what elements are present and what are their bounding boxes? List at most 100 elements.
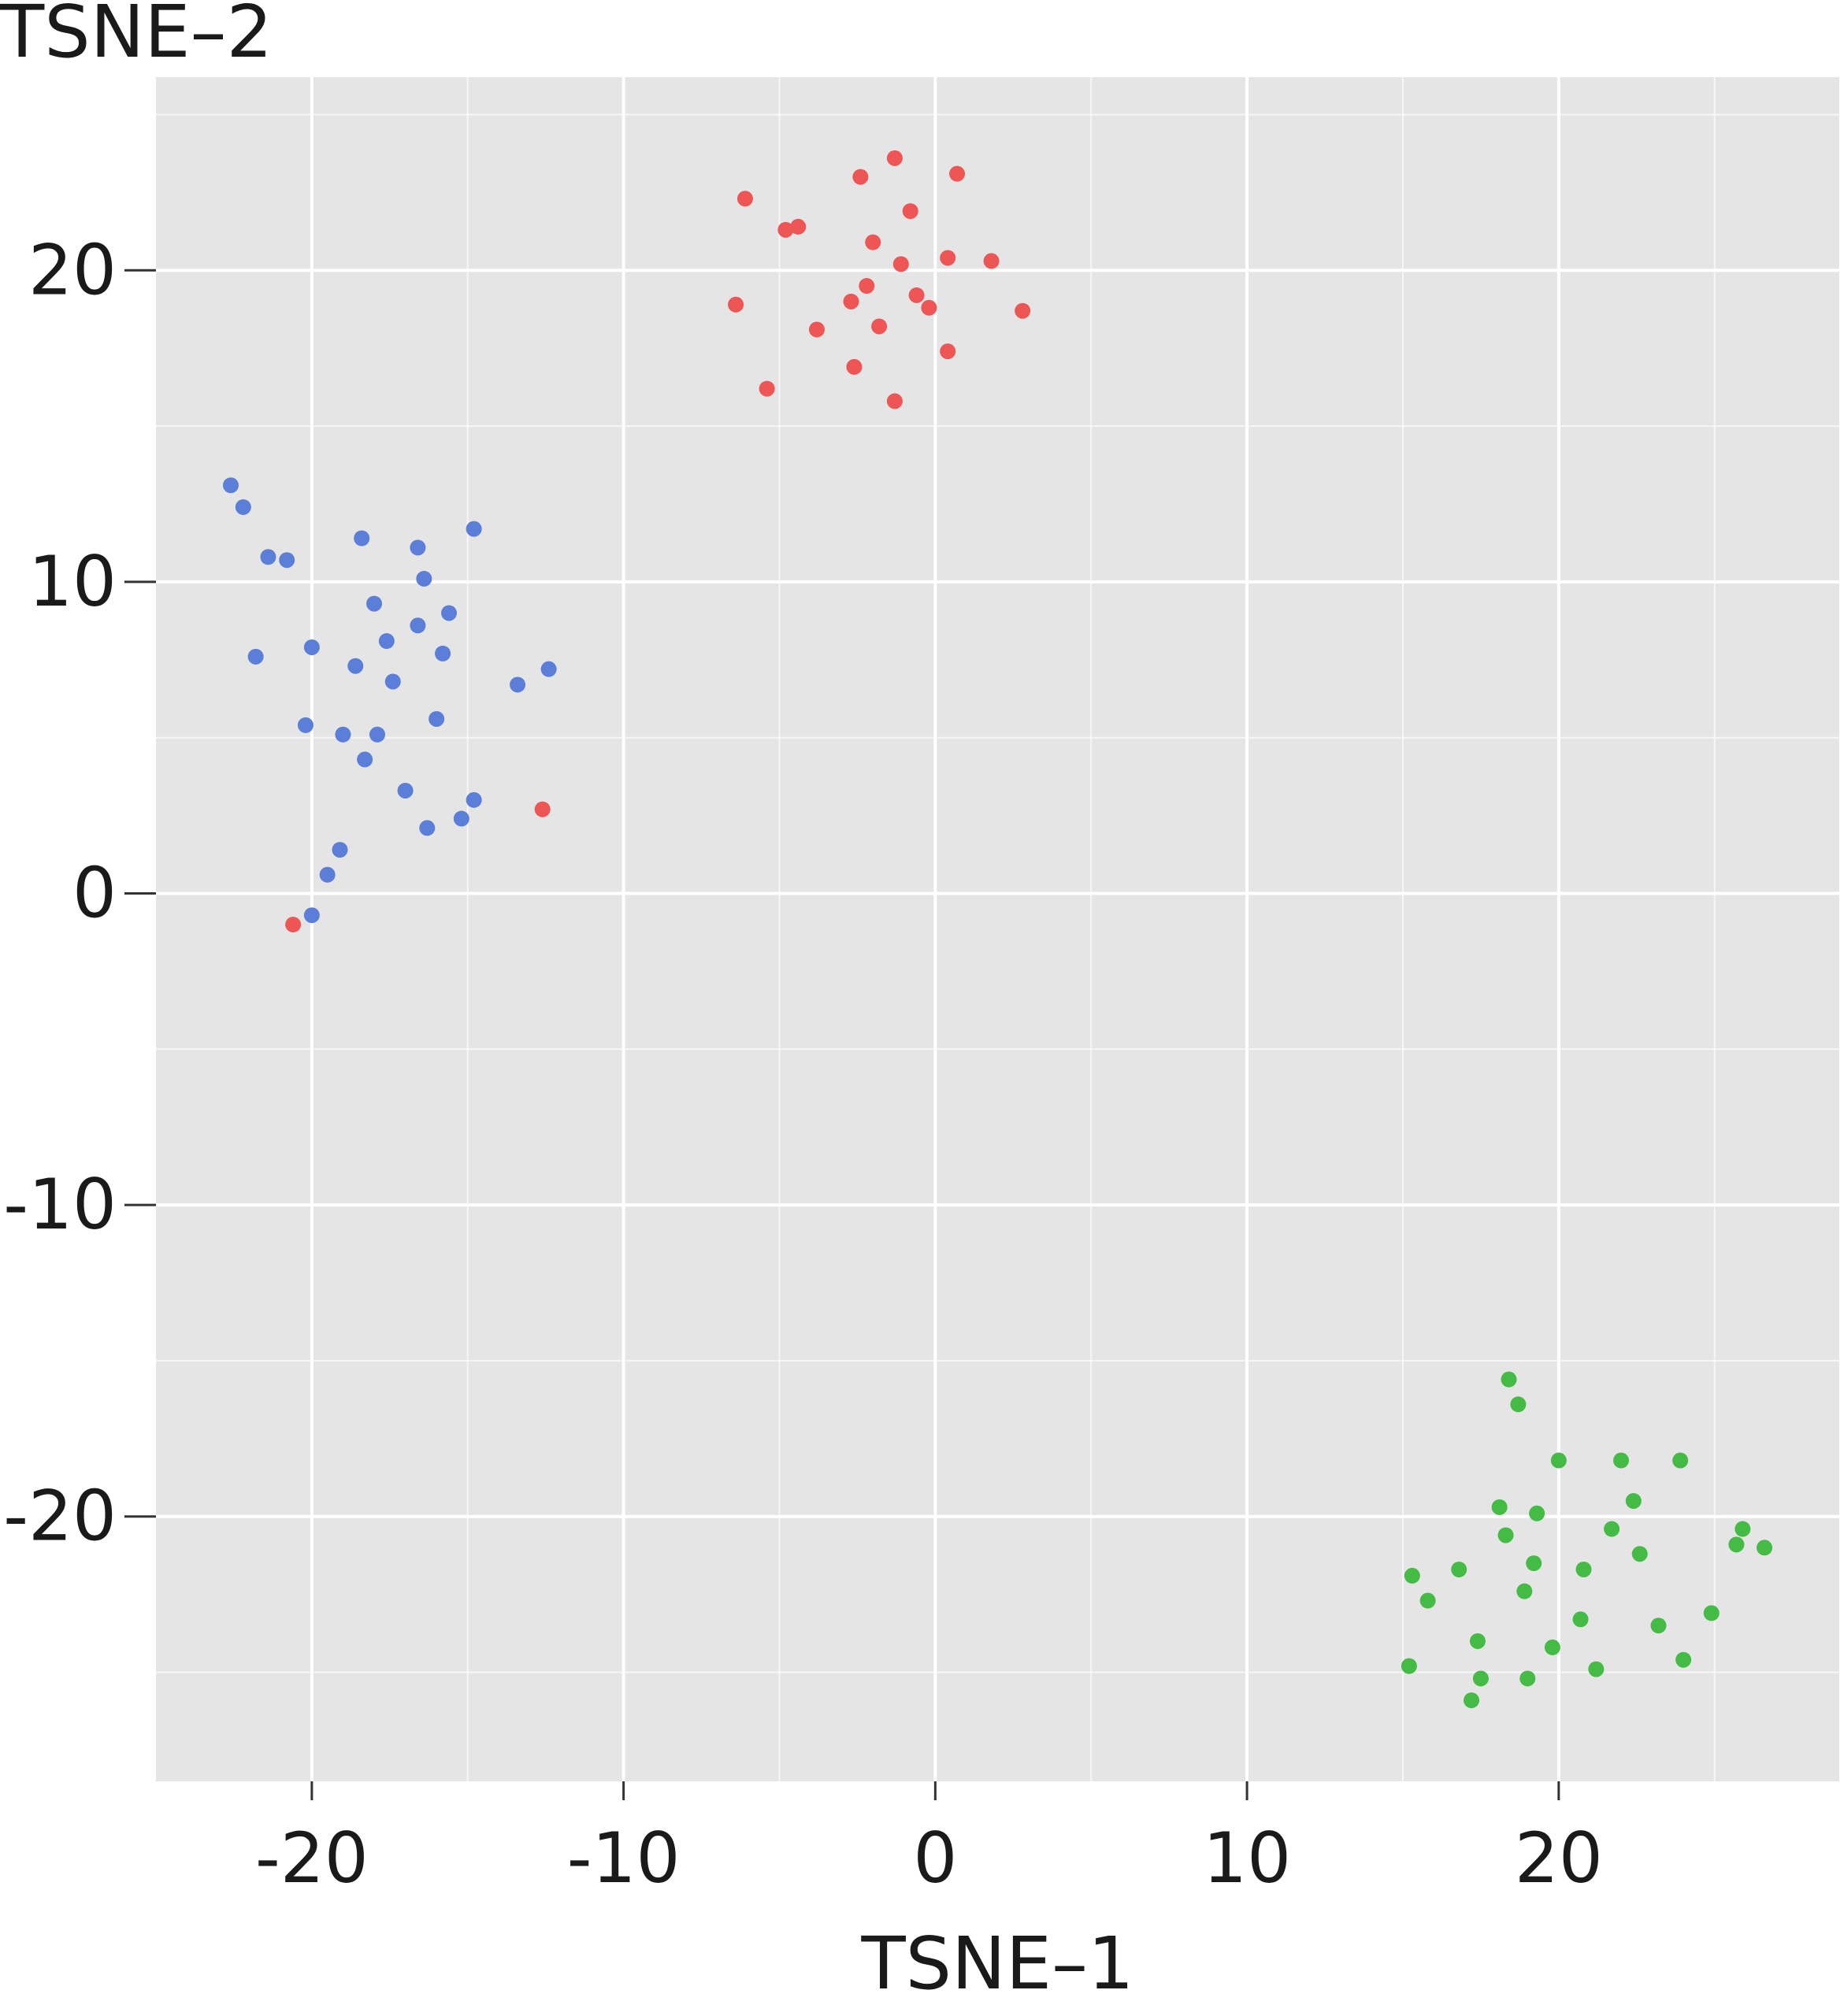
data-point: [416, 570, 432, 587]
data-point: [347, 658, 364, 674]
data-point: [859, 278, 875, 295]
data-point: [1526, 1555, 1542, 1572]
x-tick-label: -10: [567, 1818, 681, 1899]
data-point: [892, 256, 909, 272]
data-point: [1491, 1499, 1508, 1515]
data-point: [303, 907, 320, 924]
data-point: [940, 343, 956, 360]
data-point: [453, 810, 469, 827]
data-point: [1472, 1670, 1489, 1687]
series-0: [285, 150, 1031, 933]
data-point: [940, 250, 956, 266]
y-tick-label: 20: [28, 229, 117, 310]
data-point: [335, 726, 351, 743]
data-point: [384, 673, 401, 690]
data-point: [908, 287, 925, 303]
data-point: [510, 676, 526, 693]
data-point: [1404, 1567, 1420, 1584]
data-point: [378, 633, 395, 650]
data-point: [397, 782, 414, 799]
data-point: [1675, 1651, 1692, 1668]
data-point: [1550, 1452, 1567, 1469]
data-point: [319, 866, 336, 883]
data-point: [886, 393, 903, 410]
data-point: [1650, 1618, 1667, 1634]
data-point: [843, 293, 859, 309]
data-point: [1703, 1605, 1720, 1621]
y-tick-label: -10: [3, 1164, 117, 1245]
data-point: [1501, 1371, 1517, 1388]
data-point: [419, 820, 436, 836]
data-point: [871, 318, 888, 335]
data-point: [1464, 1692, 1480, 1709]
data-point: [1497, 1527, 1514, 1544]
x-tick-label: 0: [913, 1818, 957, 1899]
data-point: [886, 150, 903, 166]
x-tick-label: -20: [255, 1818, 369, 1899]
data-point: [466, 521, 482, 537]
data-point: [790, 218, 807, 235]
x-axis-title: TSNE–1: [860, 1922, 1133, 2006]
x-tick-label: 10: [1203, 1818, 1291, 1899]
data-point: [354, 530, 370, 547]
data-point: [1625, 1492, 1642, 1509]
data-point: [846, 358, 863, 375]
data-point: [1612, 1452, 1629, 1469]
data-point: [1728, 1536, 1745, 1553]
data-point: [1419, 1592, 1436, 1609]
data-point: [1015, 302, 1031, 319]
y-tick-label: -20: [3, 1476, 117, 1557]
data-point: [410, 617, 426, 634]
data-point: [466, 791, 482, 808]
data-point: [1516, 1583, 1533, 1599]
data-point: [1544, 1639, 1560, 1655]
data-point: [357, 751, 373, 768]
data-point: [222, 477, 239, 494]
data-point: [303, 639, 320, 655]
data-point: [1672, 1452, 1689, 1469]
data-point: [736, 191, 753, 207]
data-point: [852, 169, 869, 185]
data-point: [297, 717, 314, 733]
data-points: [222, 150, 1773, 1709]
y-axis-title: TSNE–2: [0, 0, 273, 74]
data-point: [728, 296, 744, 313]
data-point: [247, 648, 264, 665]
y-tick-label: 10: [28, 541, 117, 622]
data-point: [1572, 1611, 1589, 1628]
x-tick-label: 20: [1515, 1818, 1603, 1899]
data-point: [949, 165, 966, 182]
data-point: [1588, 1661, 1605, 1677]
data-point: [410, 539, 426, 556]
data-point: [921, 299, 937, 316]
data-point: [1451, 1561, 1467, 1577]
data-point: [983, 253, 1000, 269]
data-point: [759, 380, 775, 397]
data-point: [260, 549, 276, 565]
tick-labels: -20 -10 0 10 20 20 10 0 -10 -20: [3, 229, 1603, 1899]
data-point: [440, 605, 457, 621]
series-2: [1401, 1371, 1773, 1709]
data-point: [429, 710, 445, 727]
data-point: [1575, 1561, 1592, 1577]
plot-panel: [156, 77, 1839, 1781]
data-point: [279, 552, 295, 569]
series-1: [222, 477, 557, 924]
data-point: [534, 801, 551, 817]
data-point: [1519, 1670, 1536, 1687]
data-point: [285, 917, 302, 933]
data-point: [1510, 1396, 1527, 1413]
major-gridlines: [156, 77, 1839, 1781]
data-point: [1735, 1521, 1751, 1537]
data-point: [865, 234, 881, 250]
data-point: [332, 842, 348, 858]
data-point: [1529, 1505, 1545, 1521]
axis-ticks: [124, 269, 1560, 1800]
data-point: [1757, 1540, 1773, 1556]
data-point: [808, 321, 825, 338]
data-point: [435, 645, 451, 662]
data-point: [366, 595, 383, 612]
data-point: [235, 498, 251, 515]
y-tick-label: 0: [72, 853, 117, 934]
